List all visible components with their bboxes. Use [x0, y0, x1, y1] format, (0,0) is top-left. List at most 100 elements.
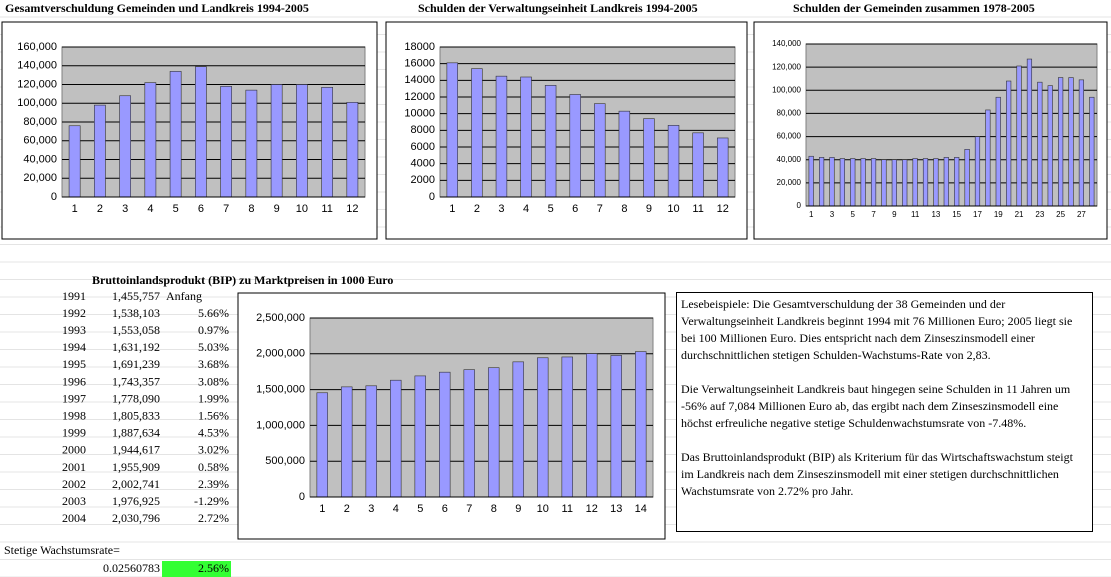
y-tick-label: 120,000 — [17, 78, 57, 90]
x-tick-label: 27 — [1077, 210, 1086, 219]
y-tick-label: 100,000 — [772, 85, 801, 94]
y-tick-label: 6000 — [411, 141, 435, 153]
x-tick-label: 23 — [1035, 210, 1044, 219]
bip-value: 1,778,090 — [112, 391, 160, 405]
growth-rate: 2.72% — [198, 511, 229, 525]
bar — [1068, 77, 1074, 207]
y-tick-label: 0 — [299, 491, 305, 503]
bar — [594, 103, 606, 198]
year: 1993 — [62, 323, 86, 337]
y-tick-label: 12000 — [404, 91, 435, 103]
bar — [446, 62, 458, 198]
y-tick-label: 10000 — [404, 108, 435, 120]
bar — [296, 84, 308, 198]
growth-rate: 3.02% — [198, 443, 229, 457]
bar — [692, 132, 704, 198]
y-tick-label: 14000 — [404, 74, 435, 86]
bar — [643, 118, 655, 198]
x-tick-label: 7 — [871, 210, 876, 219]
bar — [995, 96, 1001, 207]
bip-value: 1,887,634 — [112, 426, 160, 440]
bar — [316, 392, 328, 498]
x-tick-label: 5 — [548, 203, 554, 215]
y-tick-label: 8000 — [411, 124, 435, 136]
y-tick-label: 18000 — [404, 41, 435, 53]
paragraph: Lesebeispiele: Die Gesamtverschuldung de… — [681, 297, 1073, 362]
growth-rate: 4.53% — [198, 426, 229, 440]
bar — [667, 125, 680, 198]
bip-value: 1,455,757 — [112, 289, 160, 303]
y-tick-label: 40,000 — [23, 153, 57, 165]
year: 1995 — [62, 357, 86, 371]
bar — [1006, 80, 1012, 207]
x-tick-label: 5 — [417, 503, 423, 515]
y-tick-label: 160,000 — [17, 41, 57, 53]
x-tick-label: 6 — [198, 203, 204, 215]
bip-value: 1,631,192 — [112, 340, 160, 354]
x-tick-label: 9 — [892, 210, 897, 219]
growth-rate: 5.03% — [198, 340, 229, 354]
bar — [808, 155, 814, 207]
bar — [860, 158, 866, 207]
bar — [245, 89, 258, 198]
x-tick-label: 21 — [1015, 210, 1024, 219]
x-tick-label: 6 — [442, 503, 448, 515]
rate-cell — [162, 561, 231, 577]
y-tick-label: 140,000 — [772, 39, 801, 48]
x-tick-label: 13 — [931, 210, 940, 219]
bar — [68, 125, 81, 198]
x-tick-label: 5 — [173, 203, 179, 215]
year: 1996 — [62, 374, 86, 388]
year: 1991 — [62, 289, 86, 303]
y-tick-label: 0 — [51, 191, 57, 203]
y-tick-label: 16000 — [404, 58, 435, 70]
bar — [463, 369, 475, 498]
x-tick-label: 14 — [635, 503, 647, 515]
x-tick-label: 12 — [346, 203, 358, 215]
x-tick-label: 2 — [97, 203, 103, 215]
growth-rate: 1.99% — [198, 391, 229, 405]
bar — [635, 351, 647, 498]
bar — [537, 357, 549, 498]
x-tick-label: 8 — [491, 503, 497, 515]
y-tick-label: 1,500,000 — [256, 384, 305, 396]
x-tick-label: 4 — [523, 203, 529, 215]
x-tick-label: 11 — [321, 203, 332, 215]
bar — [933, 158, 939, 207]
y-tick-label: 20,000 — [777, 178, 802, 187]
growth-rate: 1.56% — [198, 408, 229, 422]
year: 1994 — [62, 340, 86, 354]
x-tick-label: 11 — [562, 503, 573, 515]
y-tick-label: 100,000 — [17, 97, 57, 109]
bar — [220, 86, 232, 198]
bar — [119, 95, 131, 198]
y-tick-label: 2,500,000 — [256, 312, 305, 324]
y-tick-label: 80,000 — [23, 116, 57, 128]
bar — [321, 87, 333, 198]
x-tick-label: 19 — [994, 210, 1003, 219]
bar — [716, 137, 729, 198]
bar — [1078, 79, 1084, 207]
bar — [341, 386, 353, 498]
bar — [488, 367, 500, 498]
bar — [850, 158, 856, 207]
y-tick-label: 20,000 — [23, 172, 57, 184]
growth-rate: 0.58% — [198, 460, 229, 474]
y-tick-label: 60,000 — [777, 132, 802, 141]
bar — [195, 66, 207, 198]
bip-value: 1,553,058 — [112, 323, 160, 337]
paragraph: Das Bruttoinlandsprodukt (BIP) als Krite… — [681, 450, 1073, 498]
bar — [1058, 77, 1064, 207]
year: 1999 — [62, 426, 86, 440]
bar — [922, 158, 929, 207]
bar — [839, 158, 845, 207]
x-tick-label: 2 — [474, 203, 480, 215]
plot-area — [805, 43, 1098, 207]
year: 2003 — [62, 494, 86, 508]
y-tick-label: 60,000 — [23, 135, 57, 147]
x-tick-label: 3 — [368, 503, 374, 515]
plot-area — [439, 46, 736, 198]
x-tick-label: 2 — [344, 503, 350, 515]
x-tick-label: 15 — [952, 210, 961, 219]
bar — [561, 356, 573, 498]
